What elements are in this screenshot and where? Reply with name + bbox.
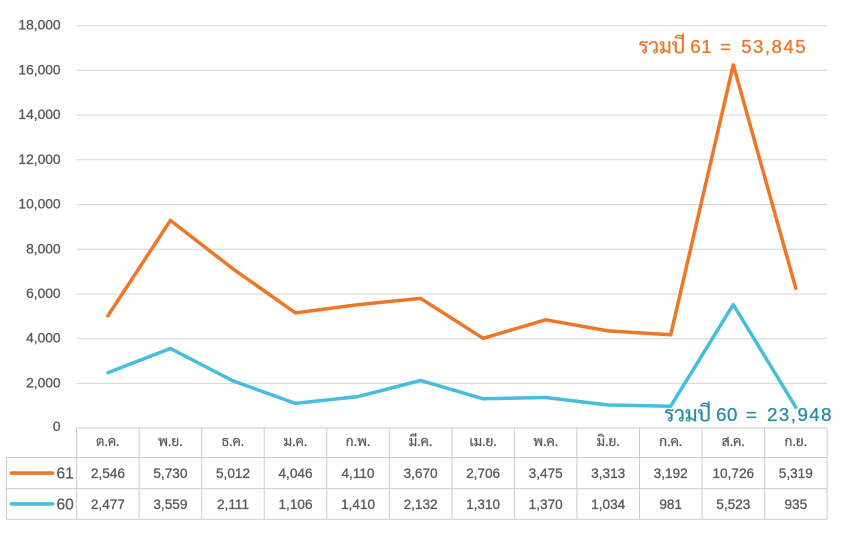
svg-text:61: 61 — [690, 36, 712, 57]
svg-text:935: 935 — [784, 497, 807, 512]
svg-text:1,034: 1,034 — [591, 497, 625, 512]
svg-text:5,012: 5,012 — [216, 466, 250, 481]
svg-text:10,000: 10,000 — [18, 197, 61, 212]
svg-text:1,370: 1,370 — [529, 497, 563, 512]
svg-text:=: = — [746, 404, 757, 425]
svg-text:=: = — [720, 36, 731, 57]
svg-text:1,106: 1,106 — [278, 497, 312, 512]
svg-text:8,000: 8,000 — [26, 241, 61, 256]
svg-text:53,845: 53,845 — [741, 36, 807, 57]
svg-text:23,948: 23,948 — [767, 404, 833, 425]
svg-text:2,000: 2,000 — [26, 375, 61, 390]
svg-text:2,111: 2,111 — [217, 497, 249, 512]
svg-text:2,477: 2,477 — [91, 497, 125, 512]
svg-text:5,523: 5,523 — [716, 497, 750, 512]
svg-text:1,310: 1,310 — [466, 497, 500, 512]
svg-text:60: 60 — [57, 496, 75, 513]
svg-text:12,000: 12,000 — [18, 152, 61, 167]
svg-text:3,559: 3,559 — [153, 497, 187, 512]
svg-text:3,670: 3,670 — [404, 466, 438, 481]
svg-text:4,046: 4,046 — [278, 466, 312, 481]
svg-text:0: 0 — [53, 419, 61, 434]
svg-text:10,726: 10,726 — [713, 466, 755, 481]
svg-text:6,000: 6,000 — [26, 286, 61, 301]
svg-text:61: 61 — [57, 465, 74, 482]
svg-text:18,000: 18,000 — [18, 18, 61, 33]
svg-text:4,110: 4,110 — [341, 466, 374, 481]
svg-text:3,313: 3,313 — [591, 466, 625, 481]
svg-text:2,546: 2,546 — [91, 466, 125, 481]
svg-text:2,706: 2,706 — [466, 466, 500, 481]
svg-text:3,192: 3,192 — [654, 466, 688, 481]
svg-text:5,319: 5,319 — [779, 466, 813, 481]
svg-text:4,000: 4,000 — [26, 331, 61, 346]
svg-text:2,132: 2,132 — [404, 497, 438, 512]
svg-text:60: 60 — [716, 404, 738, 425]
svg-text:14,000: 14,000 — [18, 107, 61, 122]
svg-text:1,410: 1,410 — [341, 497, 375, 512]
svg-text:16,000: 16,000 — [18, 62, 61, 77]
svg-text:5,730: 5,730 — [153, 466, 187, 481]
svg-text:3,475: 3,475 — [529, 466, 563, 481]
svg-text:981: 981 — [659, 497, 682, 512]
